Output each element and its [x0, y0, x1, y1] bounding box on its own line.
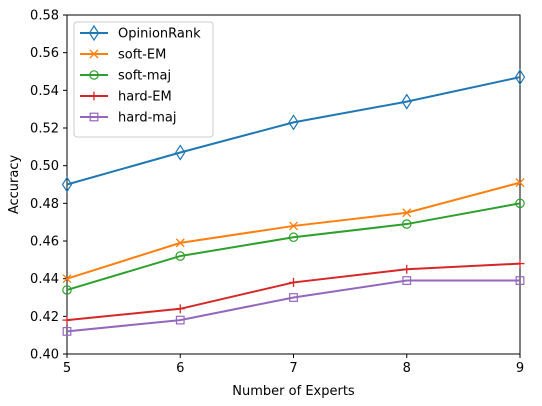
legend-item: soft-maj [80, 69, 171, 84]
data-point [175, 304, 185, 314]
x-tick-label: 9 [516, 361, 524, 376]
data-point [402, 264, 412, 274]
series-line [66, 279, 520, 333]
data-point [402, 208, 412, 218]
series-hard-maj [62, 276, 525, 336]
data-point [175, 238, 185, 248]
data-point [62, 274, 72, 284]
data-point [288, 114, 299, 131]
data-point [515, 198, 525, 209]
data-point [175, 144, 186, 161]
y-tick-label: 0.40 [30, 348, 59, 363]
series-soft-maj [62, 198, 525, 295]
legend-label: soft-EM [118, 48, 166, 63]
legend-marker [88, 24, 100, 42]
data-point [515, 259, 525, 269]
data-point [402, 276, 412, 285]
legend: OpinionRank soft-EM soft-maj hard-EM hard-ma… [73, 21, 214, 138]
series-soft-em [62, 178, 525, 284]
series-line [66, 202, 521, 291]
data-point [401, 219, 412, 229]
data-point [288, 232, 299, 243]
data-point [401, 93, 412, 110]
data-point [62, 285, 72, 295]
series-hard-em [62, 259, 525, 325]
data-point [62, 327, 72, 336]
legend-label: OpinionRank [118, 27, 201, 42]
series-line [66, 76, 521, 186]
y-tick-label: 0.44 [30, 272, 59, 287]
legend-item: OpinionRank [80, 24, 201, 42]
data-point [289, 221, 298, 231]
data-point [175, 315, 185, 325]
legend-marker [89, 91, 99, 101]
y-axis-label: Accuracy [7, 155, 22, 215]
data-point [62, 315, 72, 325]
x-tick-label: 8 [403, 361, 411, 376]
y-tick-label: 0.48 [30, 197, 59, 212]
y-tick-label: 0.54 [30, 84, 59, 99]
legend-label: soft-maj [118, 69, 171, 84]
y-tick-label: 0.42 [30, 310, 59, 325]
data-point [514, 69, 526, 86]
legend-label: hard-maj [118, 111, 177, 126]
legend-box [73, 21, 214, 138]
legend-item: hard-EM [80, 90, 172, 105]
y-tick-label: 0.50 [30, 159, 59, 174]
x-tick-label: 7 [289, 361, 297, 376]
legend-item: soft-EM [80, 48, 166, 63]
data-point [515, 276, 525, 285]
legend-marker [89, 112, 99, 122]
x-tick-label: 5 [63, 361, 71, 376]
y-tick-label: 0.46 [30, 235, 59, 250]
y-tick-label: 0.58 [30, 9, 59, 24]
series-line [66, 262, 521, 322]
legend-item: hard-maj [80, 111, 177, 126]
data-point [515, 178, 525, 188]
series-layer [61, 69, 526, 336]
data-point [175, 251, 186, 261]
x-axis: 5 6 7 8 9 [63, 354, 524, 376]
legend-marker [89, 49, 99, 59]
series-line [66, 181, 521, 280]
y-axis: 0.40 0.42 0.44 0.46 0.48 0.50 0.52 0.54 0.56 0.58 [30, 9, 67, 363]
data-point [61, 176, 73, 193]
x-axis-label: Number of Experts [232, 384, 355, 399]
data-point [289, 277, 298, 287]
legend-marker [89, 70, 99, 80]
y-tick-label: 0.52 [30, 122, 59, 137]
x-tick-label: 6 [176, 361, 184, 376]
series-opinionrank [61, 69, 526, 193]
legend-label: hard-EM [118, 90, 172, 105]
y-tick-label: 0.56 [30, 46, 59, 61]
data-point [289, 293, 298, 302]
